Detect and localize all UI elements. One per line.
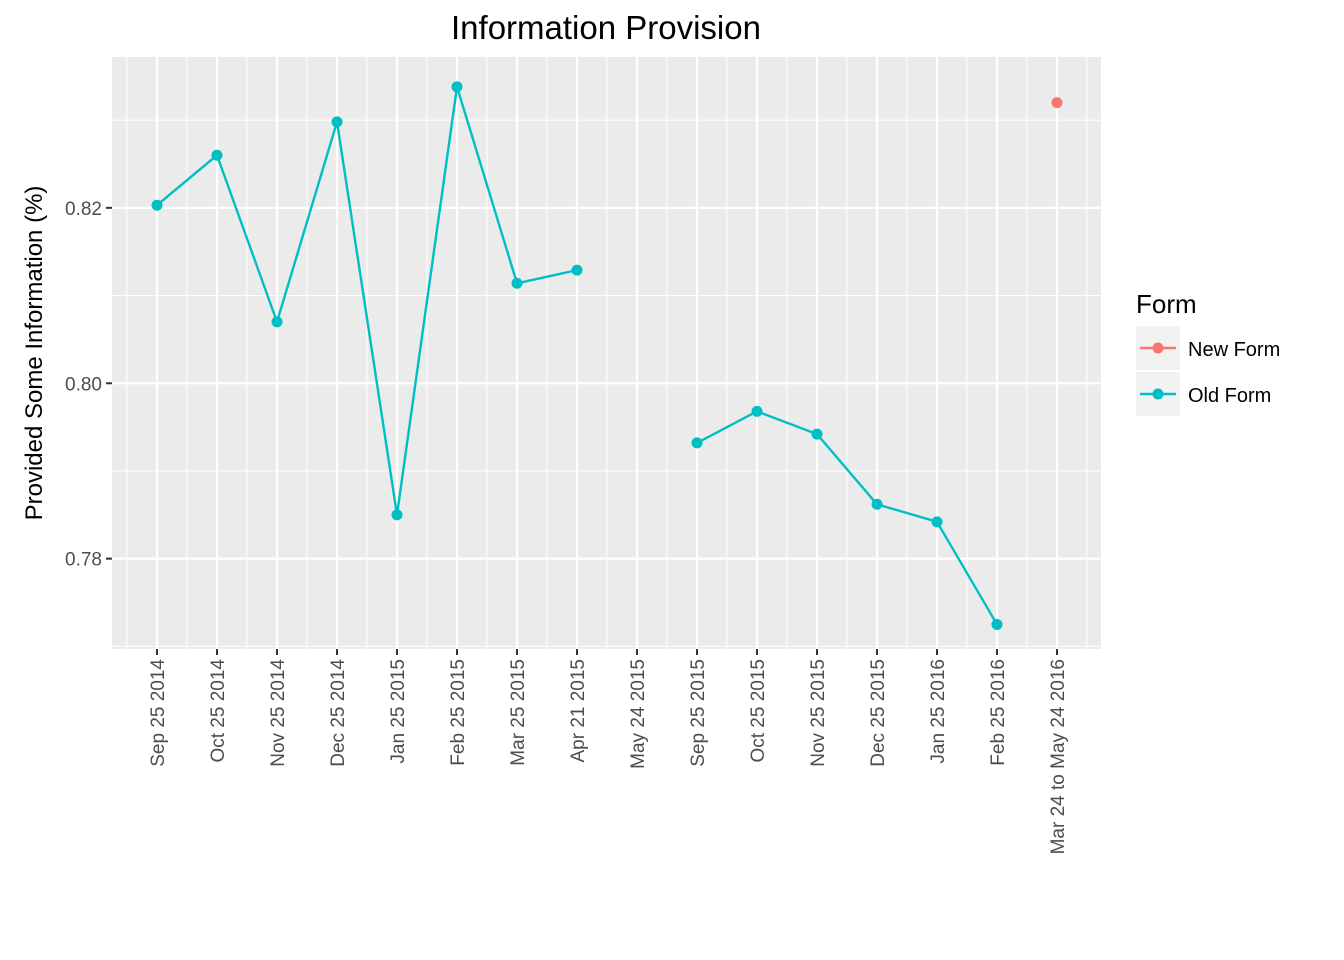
x-tick-label: Feb 25 2015 [448,659,469,766]
data-point [691,437,703,449]
data-point [991,618,1003,630]
chart-title: Information Provision [451,9,761,46]
data-point [751,405,763,417]
x-tick-label: Mar 24 to May 24 2016 [1048,659,1069,854]
x-tick-label: Oct 25 2014 [208,659,229,763]
data-point [871,498,883,510]
series-layer [151,81,1063,630]
data-point [1051,97,1063,109]
y-tick-label: 0.78 [65,550,102,571]
legend-title: Form [1136,289,1197,319]
data-point [811,428,823,440]
x-tick-label: Nov 25 2014 [268,659,289,767]
x-tick-label: Sep 25 2015 [688,659,709,767]
data-point [331,116,343,128]
x-tick-label: Feb 25 2016 [988,659,1009,766]
y-tick-label: 0.80 [65,374,102,395]
data-point [271,316,283,328]
x-tick-label: Dec 25 2014 [328,659,349,767]
x-tick-label: Oct 25 2015 [748,659,769,763]
series-line [696,410,999,626]
y-tick-label: 0.82 [65,199,102,220]
x-axis: Sep 25 2014 Oct 25 2014 Nov 25 2014 Dec 25 … [148,649,1069,854]
x-tick-label: Jan 25 2016 [928,659,949,764]
x-tick-label: Dec 25 2015 [868,659,889,767]
data-point [571,264,583,276]
data-point [511,277,523,289]
x-tick-label: May 24 2015 [628,659,649,769]
major-gridlines [112,57,1101,649]
legend: Form New Form Old Form [1136,289,1280,416]
x-tick-label: Jan 25 2015 [388,659,409,764]
series-line [156,85,578,517]
data-point [931,516,943,528]
data-point [451,81,463,93]
y-axis-title: Provided Some Information (%) [21,186,48,521]
x-tick-label: Apr 21 2015 [568,659,589,763]
x-tick-label: Nov 25 2015 [808,659,829,767]
y-axis: 0.78 0.80 0.82 [65,199,112,571]
legend-key-point [1152,342,1164,354]
legend-key-point [1152,388,1164,400]
data-point [151,199,163,211]
data-point [391,509,403,521]
data-point [211,149,223,161]
x-tick-label: Sep 25 2014 [148,659,169,767]
legend-label: New Form [1188,339,1280,361]
legend-label: Old Form [1188,385,1271,407]
x-tick-label: Mar 25 2015 [508,659,529,766]
